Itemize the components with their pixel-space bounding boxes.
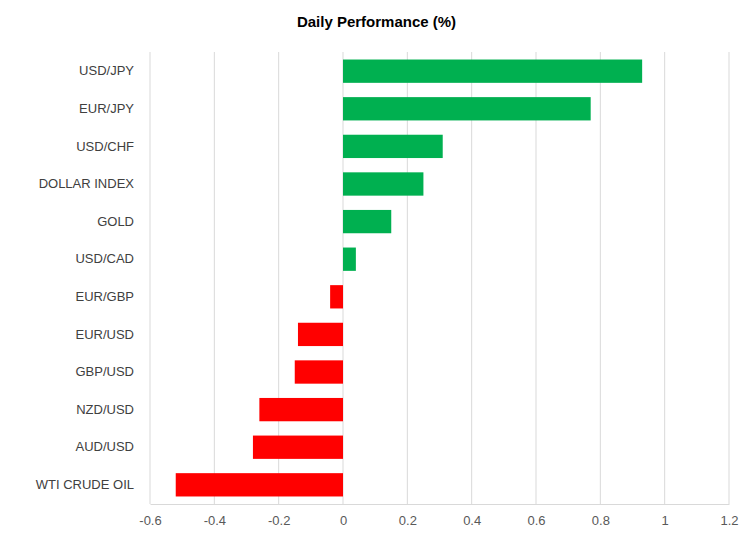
bar xyxy=(295,360,343,383)
tick-label: GOLD xyxy=(97,214,134,229)
title: Daily Performance (%) xyxy=(297,13,456,30)
tick-label: WTI CRUDE OIL xyxy=(36,477,134,492)
tick: -0.6 xyxy=(139,504,161,528)
bar xyxy=(343,97,591,120)
tick-label: EUR/JPY xyxy=(79,101,134,116)
tick-label: GBP/USD xyxy=(75,364,134,379)
tick: EUR/GBP xyxy=(75,289,150,304)
bar xyxy=(298,323,343,346)
grid-line xyxy=(664,52,665,504)
tick: USD/CAD xyxy=(75,251,150,266)
tick: DOLLAR INDEX xyxy=(39,176,150,191)
grid-line xyxy=(729,52,730,504)
tick-label: DOLLAR INDEX xyxy=(39,176,135,191)
bar xyxy=(253,436,343,459)
tick: GOLD xyxy=(97,214,150,229)
tick-label: 0.6 xyxy=(527,513,545,528)
tick-label: 0.8 xyxy=(592,513,610,528)
tick: 0.2 xyxy=(399,504,417,528)
grid-line xyxy=(214,52,215,504)
tick: 0.4 xyxy=(463,504,481,528)
tick: USD/JPY xyxy=(79,63,150,78)
grid-line xyxy=(150,52,151,504)
tick: AUD/USD xyxy=(75,439,150,454)
tick: 1.2 xyxy=(720,504,738,528)
tick-label: -0.4 xyxy=(204,513,226,528)
tick: 0.8 xyxy=(592,504,610,528)
tick: USD/CHF xyxy=(76,139,150,154)
tick: GBP/USD xyxy=(75,364,150,379)
x-axis: -0.6 -0.4 -0.2 0 0.2 0.4 0.6 0.8 1 1.2 xyxy=(139,504,738,528)
tick-label: NZD/USD xyxy=(76,402,134,417)
tick: 0 xyxy=(340,504,347,528)
tick: -0.4 xyxy=(204,504,226,528)
bar xyxy=(343,210,391,233)
tick-label: USD/JPY xyxy=(79,63,134,78)
tick-label: -0.2 xyxy=(268,513,290,528)
tick-label: 0.2 xyxy=(399,513,417,528)
bar xyxy=(259,398,343,421)
tick-label: -0.6 xyxy=(139,513,161,528)
tick-label: USD/CAD xyxy=(75,251,134,266)
tick: 0.6 xyxy=(527,504,545,528)
tick: 1 xyxy=(662,504,669,528)
tick-label: 1.2 xyxy=(720,513,738,528)
tick: EUR/USD xyxy=(75,327,150,342)
bar xyxy=(343,60,642,83)
tick-label: EUR/USD xyxy=(75,327,134,342)
y-axis: USD/JPY EUR/JPY USD/CHF DOLLAR INDEX GOLD USD… xyxy=(36,63,150,492)
tick: NZD/USD xyxy=(76,402,150,417)
tick-label: USD/CHF xyxy=(76,139,134,154)
tick-label: 1 xyxy=(662,513,669,528)
grid-line xyxy=(600,52,601,504)
bar xyxy=(343,248,356,271)
tick: WTI CRUDE OIL xyxy=(36,477,150,492)
tick-label: 0 xyxy=(340,513,347,528)
tick: EUR/JPY xyxy=(79,101,150,116)
grid xyxy=(150,52,729,504)
bar xyxy=(343,135,443,158)
axis-line xyxy=(151,504,730,505)
tick-label: EUR/GBP xyxy=(75,289,134,304)
bars xyxy=(176,60,642,497)
chart: Daily Performance (%) -0.6 -0.4 -0.2 0 0.2 0.4… xyxy=(0,0,753,545)
tick-label: 0.4 xyxy=(463,513,481,528)
bar xyxy=(343,172,423,195)
bar xyxy=(176,473,343,496)
tick-label: AUD/USD xyxy=(75,439,134,454)
bar xyxy=(330,285,343,308)
tick: -0.2 xyxy=(268,504,290,528)
